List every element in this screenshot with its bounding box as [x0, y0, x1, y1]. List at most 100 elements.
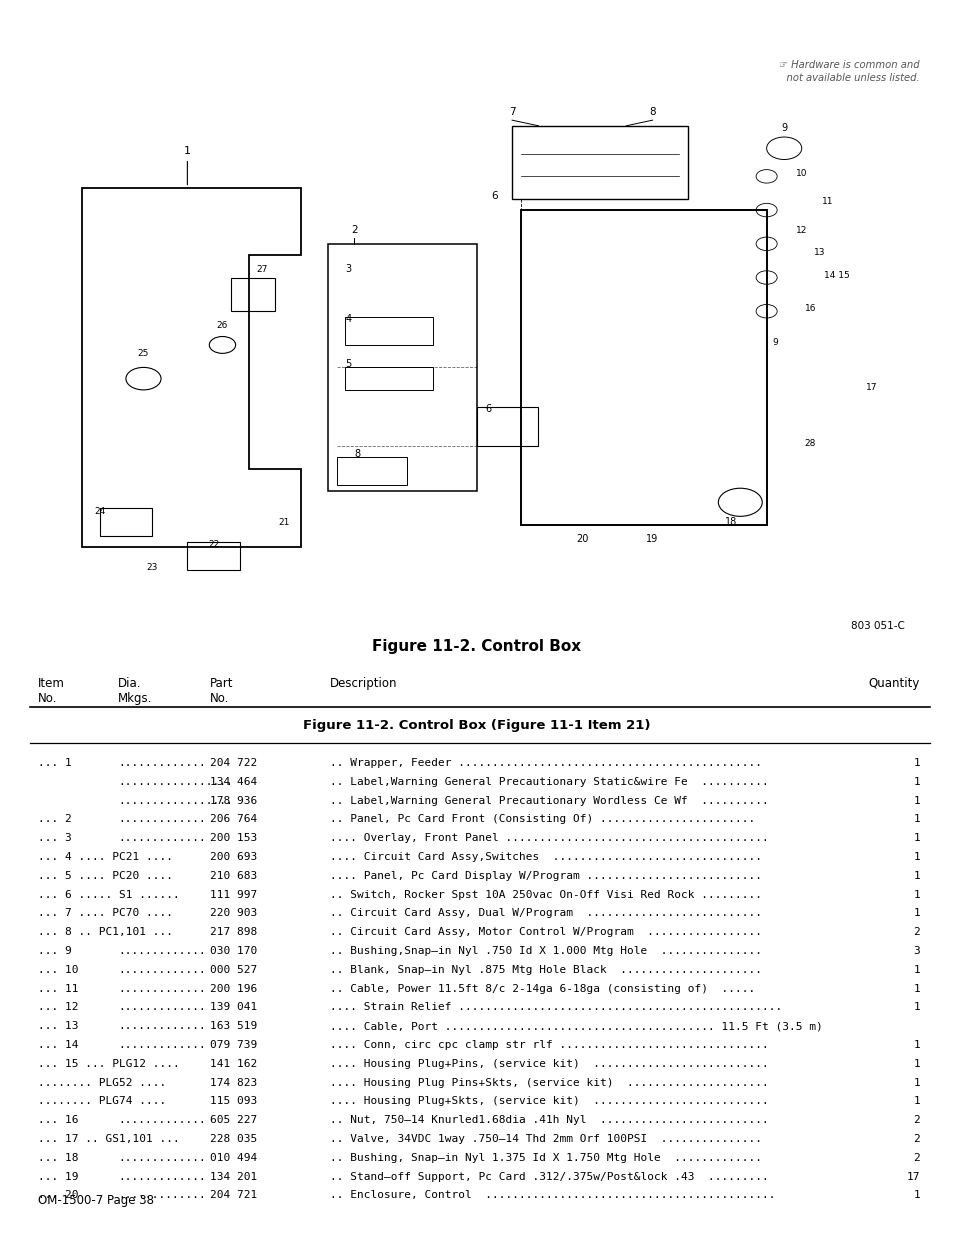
- Text: OM-1500-7 Page 38: OM-1500-7 Page 38: [38, 1194, 153, 1207]
- Bar: [476, 406, 537, 446]
- Text: .............: .............: [118, 834, 206, 844]
- Text: .. Cable, Power 11.5ft 8/c 2-14ga 6-18ga (consisting of)  .....: .. Cable, Power 11.5ft 8/c 2-14ga 6-18ga…: [330, 983, 755, 994]
- Text: 2: 2: [912, 927, 919, 937]
- Text: 1: 1: [912, 1078, 919, 1088]
- Text: .............: .............: [118, 983, 206, 994]
- Text: 18: 18: [724, 516, 737, 527]
- Text: 1: 1: [912, 983, 919, 994]
- Text: Figure 11-2. Control Box: Figure 11-2. Control Box: [372, 638, 581, 655]
- Text: ... 4 .... PC21 ....: ... 4 .... PC21 ....: [38, 852, 172, 862]
- Text: 141 162: 141 162: [210, 1058, 257, 1068]
- Text: ☞ Hardware is common and: ☞ Hardware is common and: [779, 61, 919, 70]
- Text: 200 693: 200 693: [210, 852, 257, 862]
- Text: .............: .............: [118, 758, 206, 768]
- Text: 9: 9: [772, 338, 778, 347]
- Text: 2: 2: [912, 1115, 919, 1125]
- Text: .. Blank, Snap–in Nyl .875 Mtg Hole Black  .....................: .. Blank, Snap–in Nyl .875 Mtg Hole Blac…: [330, 965, 761, 974]
- Text: 1: 1: [912, 1040, 919, 1050]
- Text: Figure 11-2. Control Box (Figure 11-1 Item 21): Figure 11-2. Control Box (Figure 11-1 It…: [303, 719, 650, 732]
- Bar: [231, 278, 274, 311]
- Text: 1: 1: [912, 758, 919, 768]
- Text: .... Housing Plug Pins+Skts, (service kit)  .....................: .... Housing Plug Pins+Skts, (service ki…: [330, 1078, 768, 1088]
- Text: 5: 5: [345, 359, 352, 369]
- Text: 115 093: 115 093: [210, 1097, 257, 1107]
- Text: 1: 1: [912, 795, 919, 805]
- Text: 139 041: 139 041: [210, 1003, 257, 1013]
- Text: 1: 1: [912, 871, 919, 881]
- Text: Part
No.: Part No.: [210, 677, 233, 705]
- Text: ... 2: ... 2: [38, 814, 71, 825]
- Text: 206 764: 206 764: [210, 814, 257, 825]
- Bar: [187, 542, 240, 569]
- Text: 2: 2: [912, 1152, 919, 1163]
- Text: ... 19: ... 19: [38, 1172, 78, 1182]
- Text: ... 6 ..... S1 ......: ... 6 ..... S1 ......: [38, 889, 179, 899]
- Text: .............: .............: [118, 946, 206, 956]
- Bar: [336, 457, 406, 485]
- Text: .. Enclosure, Control  ...........................................: .. Enclosure, Control ..................…: [330, 1191, 775, 1200]
- Text: .. Circuit Card Assy, Motor Control W/Program  .................: .. Circuit Card Assy, Motor Control W/Pr…: [330, 927, 761, 937]
- Text: 1: 1: [912, 834, 919, 844]
- Text: ........ PLG52 ....: ........ PLG52 ....: [38, 1078, 166, 1088]
- Text: .. Bushing, Snap–in Nyl 1.375 Id X 1.750 Mtg Hole  .............: .. Bushing, Snap–in Nyl 1.375 Id X 1.750…: [330, 1152, 761, 1163]
- Text: ... 10: ... 10: [38, 965, 78, 974]
- Text: 1: 1: [912, 814, 919, 825]
- Bar: [328, 243, 476, 492]
- Text: .............: .............: [118, 1115, 206, 1125]
- Text: 3: 3: [912, 946, 919, 956]
- Bar: [520, 210, 766, 525]
- Text: 19: 19: [646, 534, 658, 543]
- Text: .. Wrapper, Feeder .............................................: .. Wrapper, Feeder .....................…: [330, 758, 761, 768]
- Text: 1: 1: [912, 777, 919, 787]
- Text: 111 997: 111 997: [210, 889, 257, 899]
- Text: Quantity: Quantity: [868, 677, 919, 690]
- Text: 12: 12: [795, 226, 806, 235]
- Text: 10: 10: [795, 169, 806, 178]
- Text: 9: 9: [781, 124, 786, 133]
- Text: .................: .................: [118, 795, 233, 805]
- Text: 1: 1: [912, 889, 919, 899]
- Text: ... 9: ... 9: [38, 946, 71, 956]
- Text: 8: 8: [354, 450, 360, 459]
- Text: 174 823: 174 823: [210, 1078, 257, 1088]
- Text: 24: 24: [94, 506, 105, 515]
- Text: ... 20: ... 20: [38, 1191, 78, 1200]
- Text: 178 936: 178 936: [210, 795, 257, 805]
- Text: .... Conn, circ cpc clamp str rlf ...............................: .... Conn, circ cpc clamp str rlf ......…: [330, 1040, 768, 1050]
- Text: 217 898: 217 898: [210, 927, 257, 937]
- Text: .... Housing Plug+Skts, (service kit)  ..........................: .... Housing Plug+Skts, (service kit) ..…: [330, 1097, 768, 1107]
- Text: 210 683: 210 683: [210, 871, 257, 881]
- Text: 7: 7: [508, 106, 515, 116]
- Text: .... Panel, Pc Card Display W/Program ..........................: .... Panel, Pc Card Display W/Program ..…: [330, 871, 761, 881]
- Text: 1: 1: [184, 146, 191, 185]
- Text: 14 15: 14 15: [823, 270, 849, 279]
- Text: ... 13: ... 13: [38, 1021, 78, 1031]
- Text: .. Circuit Card Assy, Dual W/Program  ..........................: .. Circuit Card Assy, Dual W/Program ...…: [330, 909, 761, 919]
- Text: 2: 2: [351, 225, 357, 235]
- Text: 22: 22: [208, 540, 219, 550]
- Text: ... 17 .. GS1,101 ...: ... 17 .. GS1,101 ...: [38, 1134, 179, 1144]
- Text: 803 051-C: 803 051-C: [850, 621, 904, 631]
- Text: 17: 17: [905, 1172, 919, 1182]
- Text: ... 14: ... 14: [38, 1040, 78, 1050]
- Bar: [345, 368, 433, 390]
- Bar: [99, 508, 152, 536]
- Text: 3: 3: [345, 264, 351, 274]
- Text: .... Strain Relief ................................................: .... Strain Relief .....................…: [330, 1003, 781, 1013]
- Text: 6: 6: [491, 191, 497, 201]
- Text: 134 201: 134 201: [210, 1172, 257, 1182]
- Text: 605 227: 605 227: [210, 1115, 257, 1125]
- Text: 27: 27: [256, 264, 268, 274]
- Text: .............: .............: [118, 1003, 206, 1013]
- Text: 204 722: 204 722: [210, 758, 257, 768]
- Text: Description: Description: [330, 677, 397, 690]
- Text: 1: 1: [912, 1058, 919, 1068]
- Bar: [345, 317, 433, 345]
- Text: 2: 2: [912, 1134, 919, 1144]
- Text: .............: .............: [118, 814, 206, 825]
- Text: 200 153: 200 153: [210, 834, 257, 844]
- Text: ... 8 .. PC1,101 ...: ... 8 .. PC1,101 ...: [38, 927, 172, 937]
- Text: .... Housing Plug+Pins, (service kit)  ..........................: .... Housing Plug+Pins, (service kit) ..…: [330, 1058, 768, 1068]
- Text: .. Bushing,Snap–in Nyl .750 Id X 1.000 Mtg Hole  ...............: .. Bushing,Snap–in Nyl .750 Id X 1.000 M…: [330, 946, 761, 956]
- Text: ... 5 .... PC20 ....: ... 5 .... PC20 ....: [38, 871, 172, 881]
